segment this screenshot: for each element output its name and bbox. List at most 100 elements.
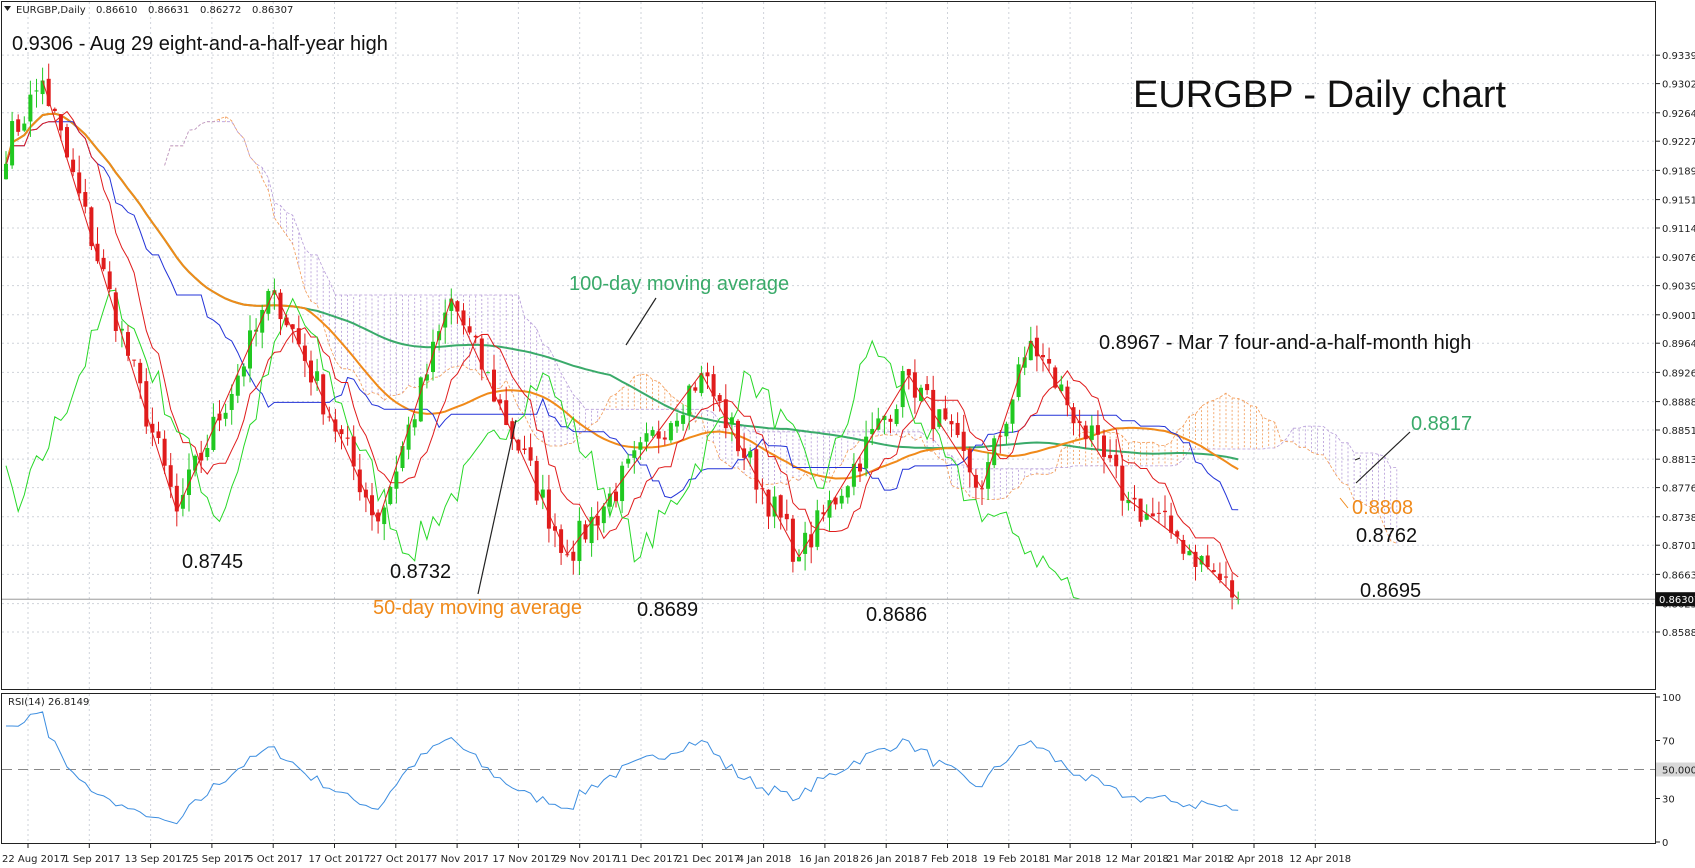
annotation-0.8695: 0.8695 (1360, 580, 1421, 602)
candle-body-72 (443, 312, 448, 328)
candle-body-22 (138, 362, 143, 384)
candle-body-98 (601, 506, 606, 524)
dropdown-triangle-icon[interactable] (4, 6, 11, 11)
candle-body-16 (101, 257, 106, 270)
candle-body-19 (119, 328, 124, 331)
annotation-mar7-high: 0.8967 - Mar 7 four-and-a-half-month hig… (1099, 332, 1471, 354)
x-tick-label-12: 4 Jan 2018 (738, 854, 792, 865)
candle-body-4 (28, 94, 33, 122)
candle-body-191 (1169, 515, 1174, 533)
candle-body-136 (833, 497, 838, 505)
candle-body-115 (705, 372, 710, 377)
candle-body-145 (888, 418, 893, 422)
candle-body-187 (1144, 513, 1149, 520)
candle-body-83 (510, 421, 515, 440)
candle-body-44 (272, 290, 277, 295)
candle-body-144 (882, 415, 887, 421)
candle-body-100 (614, 491, 618, 502)
candle-body-97 (595, 515, 600, 526)
candle-body-137 (839, 495, 844, 504)
candle-body-167 (1022, 357, 1027, 368)
candle-body-122 (748, 451, 753, 458)
candle-body-117 (717, 395, 722, 402)
candle-body-194 (1187, 551, 1192, 556)
candle-body-86 (528, 447, 533, 461)
candle-body-142 (870, 428, 875, 435)
candle-body-166 (1016, 364, 1021, 398)
kijun-sen-line (5, 121, 1239, 511)
tenkan-sen-line (5, 110, 1239, 578)
candle-body-87 (534, 460, 539, 501)
candle-body-126 (772, 496, 777, 517)
x-tick-label-1: 1 Sep 2017 (63, 854, 120, 865)
candle-body-80 (492, 369, 496, 402)
candle-body-82 (504, 400, 509, 425)
candle-body-95 (583, 524, 588, 540)
candle-body-42 (260, 309, 265, 333)
rsi-level-box (1656, 762, 1695, 777)
candle-body-195 (1193, 551, 1198, 567)
candle-body-183 (1120, 465, 1125, 501)
rsi-panel-frame (1, 693, 1656, 844)
annotation-0.8817: 0.8817 (1411, 413, 1472, 435)
zigzag-line (42, 80, 1239, 600)
current-price-box (1656, 592, 1695, 607)
candle-body-184 (1126, 499, 1131, 504)
candle-body-163 (998, 435, 1003, 437)
candle-body-139 (851, 463, 856, 487)
candle-body-96 (589, 516, 594, 544)
candle-body-57 (351, 436, 356, 467)
candle-body-24 (150, 423, 155, 433)
candle-body-74 (455, 301, 460, 312)
candle-body-110 (675, 420, 679, 427)
candle-body-17 (107, 271, 112, 290)
candle-body-172 (1053, 367, 1058, 388)
candle-body-113 (693, 387, 698, 391)
x-tick-label-17: 1 Mar 2018 (1044, 854, 1101, 865)
candle-body-1 (10, 121, 15, 166)
candle-body-46 (284, 317, 289, 326)
candle-body-26 (162, 438, 167, 466)
candle-body-188 (1150, 513, 1155, 517)
candle-body-29 (180, 494, 185, 509)
candle-body-129 (790, 518, 795, 562)
candle-body-33 (205, 447, 210, 458)
candle-body-123 (754, 449, 759, 490)
candle-body-31 (193, 455, 198, 471)
candle-body-102 (626, 458, 631, 464)
candle-body-120 (736, 420, 740, 452)
candle-body-93 (571, 551, 576, 561)
annotation-0.8808: 0.8808 (1352, 497, 1413, 519)
candle-body-85 (522, 448, 527, 451)
candle-body-108 (662, 437, 667, 440)
candle-body-170 (1041, 355, 1045, 358)
candle-body-66 (406, 424, 411, 450)
candle-body-3 (22, 123, 27, 131)
candle-body-21 (132, 359, 137, 361)
senkou-span-b (164, 121, 1397, 470)
candle-body-61 (376, 512, 381, 522)
arrow-stub (1354, 457, 1361, 461)
candle-body-40 (248, 330, 252, 369)
candle-body-7 (46, 78, 51, 107)
rsi-line (6, 711, 1239, 825)
candle-body-107 (656, 431, 661, 439)
candle-body-171 (1047, 358, 1052, 364)
ohlc-high: 0.86631 (148, 5, 189, 16)
candle-body-43 (266, 290, 271, 314)
candle-body-68 (418, 377, 423, 422)
candle-body-143 (876, 418, 881, 430)
candle-body-12 (77, 172, 82, 194)
candle-body-173 (1059, 384, 1064, 392)
chikou-span-line (5, 289, 1080, 600)
candle-body-62 (382, 507, 387, 525)
candle-body-164 (1004, 423, 1009, 437)
candle-body-185 (1132, 497, 1137, 500)
